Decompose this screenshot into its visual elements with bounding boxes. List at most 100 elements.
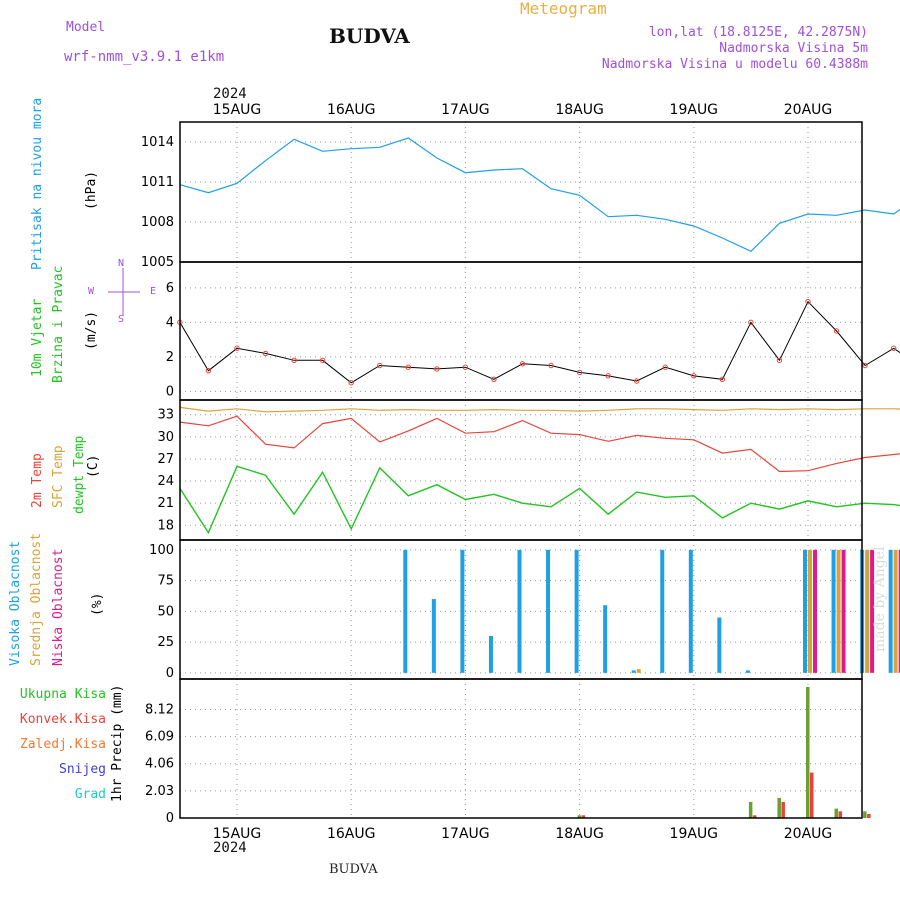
y-tick-label: 4 [166, 315, 174, 330]
dewpt-line [179, 465, 900, 535]
compass-west-label: W [88, 286, 95, 297]
y-tick-label: 1014 [141, 135, 174, 150]
y-tick-label: 8.12 [145, 702, 174, 717]
cloud-high-bar [660, 549, 665, 673]
precip-convective-bar [781, 801, 785, 818]
compass-rose-graphic [108, 268, 140, 316]
day-tick-bottom: 18AUG [555, 826, 604, 842]
y-tick-label: 6 [166, 281, 174, 296]
precip-total-bar [806, 687, 810, 818]
y-tick-label: 2 [166, 350, 174, 365]
wind-speed-line [179, 300, 900, 384]
compass-south-label: S [118, 314, 125, 325]
wind-point [519, 361, 526, 367]
cloud-high-bar [403, 549, 408, 673]
y-tick-label: 21 [157, 496, 174, 511]
cloud-mid-bar [808, 549, 812, 673]
model-label: Model [66, 20, 106, 35]
cloud-high-bar [888, 549, 893, 673]
year-label-bottom: 2024 [213, 840, 247, 856]
axis-ticks: 15AUG 15AUG 16AUG 16AUG 17AUG 17AUG 18AUG 18AUG… [141, 102, 832, 842]
day-tick-top: 15AUG [213, 102, 262, 118]
y-tick-label: 30 [157, 430, 174, 445]
panel-frame-4 [179, 678, 863, 819]
compass-rose: N S W E [88, 258, 162, 328]
cloud-mid-bar [836, 549, 841, 673]
cloud-low-bar [841, 549, 846, 673]
cloud-high-bar [431, 599, 436, 673]
cloud-high-bar [488, 635, 493, 673]
y-tick-label: 100 [149, 543, 174, 558]
cloud-high-bar [803, 549, 807, 673]
y-tick-label: 24 [157, 474, 174, 489]
panel-frames [179, 121, 863, 819]
day-tick-bottom: 16AUG [327, 826, 376, 842]
wind-point [748, 319, 754, 326]
wind-point [262, 350, 269, 357]
precip-total-bar [577, 815, 582, 818]
y-tick-label: 1008 [141, 215, 174, 230]
cloud-high-bar [631, 670, 636, 673]
wind-point [548, 362, 554, 369]
legend-convective-precip: Konvek.Kisa [19, 712, 106, 727]
y-tick-label: 18 [157, 518, 174, 533]
y-tick-label: 0 [166, 666, 174, 681]
wind-point [291, 357, 297, 364]
day-tick-bottom: 17AUG [441, 826, 490, 842]
wind-point [491, 376, 497, 382]
y-tick-label: 1005 [141, 255, 174, 270]
cloud-high-bar [517, 549, 522, 673]
compass-north-label: N [118, 258, 125, 269]
y-tick-label: 50 [157, 604, 174, 619]
watermark: made by Angel [872, 546, 888, 653]
temp-sfc-line [179, 406, 900, 413]
day-tick-top: 19AUG [670, 102, 719, 118]
temp-2m-line [179, 415, 900, 473]
wind-point [862, 362, 868, 369]
cloud-high-bar [460, 549, 465, 673]
y-tick-label: 75 [157, 574, 174, 589]
legend-hail: Grad [74, 787, 106, 802]
wind-point [605, 373, 611, 379]
year-label-top: 2024 [213, 86, 247, 102]
cloud-high-bar [603, 605, 608, 673]
wind-point [776, 357, 783, 364]
cloud-high-bar [717, 617, 722, 673]
day-tick-top: 16AUG [327, 102, 376, 118]
y-tick-label: 0 [166, 384, 174, 399]
model-name: wrf-nmm_v3.9.1 e1km [64, 49, 225, 65]
lonlat-label: lon,lat (18.8125E, 42.2875N) [648, 25, 868, 40]
precip-convective-bar [838, 811, 843, 818]
model-altitude-label: Nadmorska Visina u modelu 60.4388m [601, 57, 868, 72]
wind-point [833, 328, 840, 334]
cloud-low-bar [813, 549, 817, 673]
day-tick-top: 17AUG [441, 102, 490, 118]
y-tick-label: 4.06 [145, 757, 174, 772]
day-tick-bottom: 19AUG [670, 826, 719, 842]
y-tick-label: 2.03 [145, 784, 174, 799]
day-tick-bottom: 20AUG [784, 826, 833, 842]
altitude-label: Nadmorska Visina 5m [719, 41, 868, 56]
cloud-mid-bar [893, 549, 898, 673]
precip-total-bar [777, 797, 781, 818]
y-tick-label: 1011 [141, 175, 174, 190]
wind-point [576, 369, 583, 376]
wind-point [662, 364, 668, 370]
wind-point [348, 380, 354, 386]
wind-point [205, 367, 212, 374]
precip-total-bar [834, 808, 839, 818]
precip-convective-bar [867, 813, 871, 818]
wind-point [462, 364, 469, 370]
legend-freezing-precip: Zaledj.Kisa [19, 737, 106, 752]
footer-title: BUDVA [329, 862, 378, 877]
precip-total-bar [863, 811, 867, 818]
y-tick-label: 27 [157, 452, 174, 467]
cloud-high-bar [546, 549, 551, 673]
compass-east-label: E [150, 286, 157, 297]
wind-point [890, 345, 897, 351]
cloud-high-bar [574, 549, 579, 673]
page-title: BUDVA [329, 24, 410, 48]
cloud-mid-bar [636, 669, 641, 673]
cloud-high-bar [688, 549, 693, 673]
